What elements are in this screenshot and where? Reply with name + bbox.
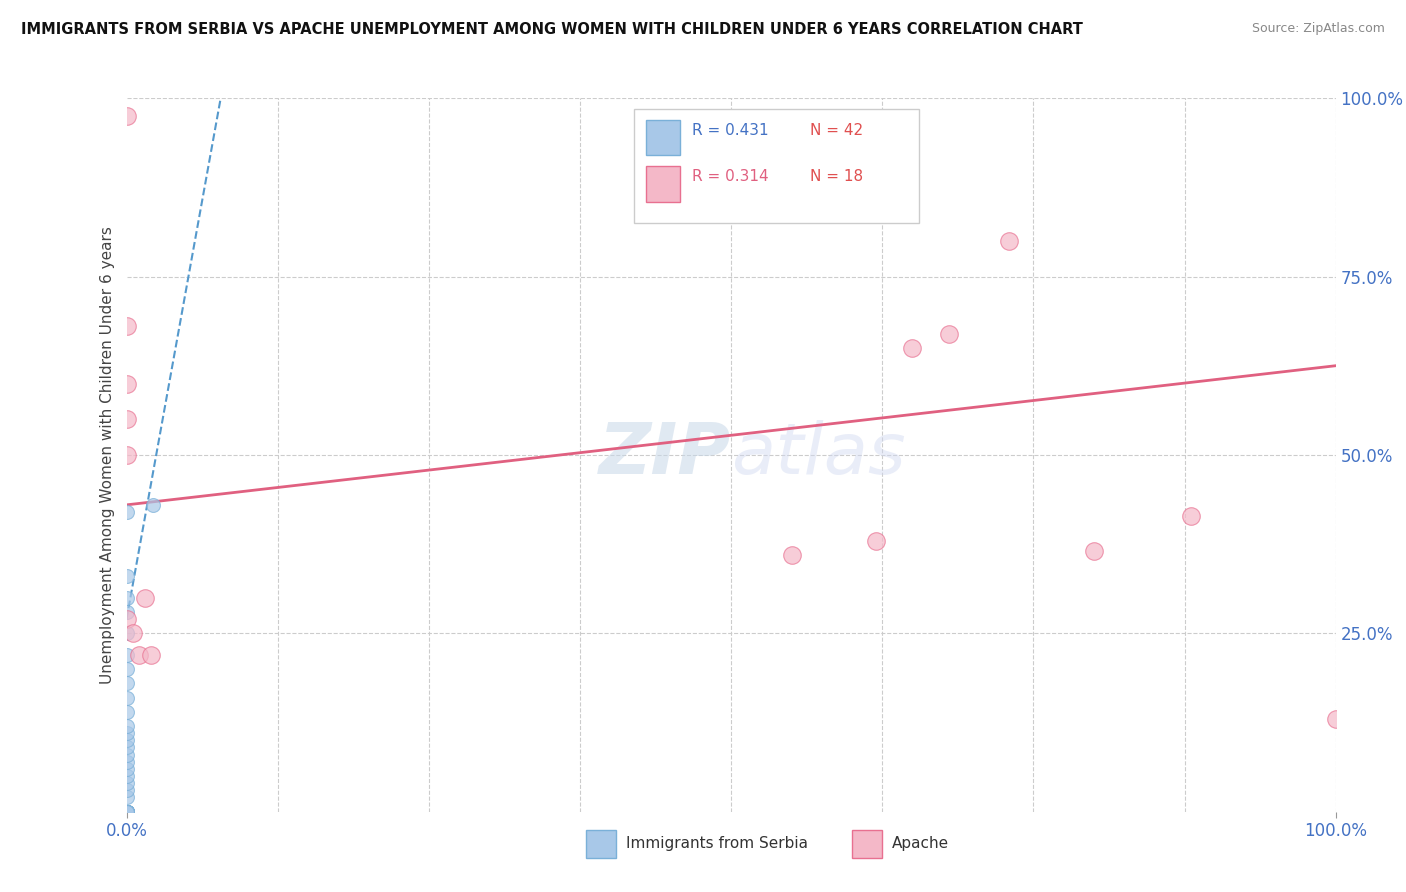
Point <box>115 626 138 640</box>
Point <box>128 648 150 662</box>
Point <box>134 591 156 605</box>
Text: Immigrants from Serbia: Immigrants from Serbia <box>626 837 808 851</box>
Point <box>115 790 138 805</box>
Text: IMMIGRANTS FROM SERBIA VS APACHE UNEMPLOYMENT AMONG WOMEN WITH CHILDREN UNDER 6 : IMMIGRANTS FROM SERBIA VS APACHE UNEMPLO… <box>21 22 1083 37</box>
Point <box>998 234 1021 248</box>
Point <box>115 805 138 819</box>
Point <box>115 805 138 819</box>
Point <box>115 662 138 676</box>
Point <box>115 705 138 719</box>
Bar <box>647 120 681 155</box>
Point <box>115 448 138 462</box>
Point <box>115 776 138 790</box>
Text: atlas: atlas <box>731 420 905 490</box>
Point <box>115 740 138 755</box>
FancyBboxPatch shape <box>634 109 918 223</box>
Point <box>115 805 138 819</box>
Point <box>115 805 138 819</box>
Y-axis label: Unemployment Among Women with Children Under 6 years: Unemployment Among Women with Children U… <box>100 226 115 684</box>
Text: ZIP: ZIP <box>599 420 731 490</box>
Point <box>115 805 138 819</box>
Point <box>115 805 138 819</box>
Point <box>115 412 138 426</box>
Point <box>115 376 138 391</box>
Point <box>115 109 138 123</box>
Point <box>115 648 138 662</box>
Point <box>115 805 138 819</box>
Point <box>1180 508 1202 523</box>
Point <box>115 612 138 626</box>
Point <box>1083 544 1105 558</box>
Point <box>115 805 138 819</box>
Point <box>115 805 138 819</box>
Text: N = 42: N = 42 <box>810 123 863 137</box>
Point <box>115 719 138 733</box>
Point <box>115 805 138 819</box>
Text: Source: ZipAtlas.com: Source: ZipAtlas.com <box>1251 22 1385 36</box>
Point <box>115 569 138 583</box>
Point <box>115 805 138 819</box>
Point <box>115 505 138 519</box>
Point <box>115 805 138 819</box>
Point <box>115 805 138 819</box>
Point <box>115 319 138 334</box>
Point <box>938 326 960 341</box>
Point <box>115 805 138 819</box>
Point <box>115 676 138 690</box>
Point <box>115 805 138 819</box>
Point <box>115 769 138 783</box>
Bar <box>852 830 883 858</box>
Point <box>115 783 138 797</box>
Point <box>115 805 138 819</box>
Point <box>142 498 165 512</box>
Point <box>901 341 924 355</box>
Point <box>115 690 138 705</box>
Point <box>115 805 138 819</box>
Point <box>115 591 138 605</box>
Point <box>115 747 138 762</box>
Point <box>115 755 138 769</box>
Point <box>115 733 138 747</box>
Point <box>121 626 143 640</box>
Point <box>115 762 138 776</box>
Point <box>115 805 138 819</box>
Point <box>139 648 162 662</box>
Point <box>115 726 138 740</box>
Text: R = 0.431: R = 0.431 <box>692 123 769 137</box>
Text: R = 0.314: R = 0.314 <box>692 169 769 184</box>
Point <box>115 805 138 819</box>
Point <box>865 533 887 548</box>
Text: Apache: Apache <box>891 837 949 851</box>
Bar <box>586 830 616 858</box>
Point <box>1324 712 1347 726</box>
Bar <box>647 166 681 202</box>
Point <box>780 548 803 562</box>
Point <box>115 605 138 619</box>
Point <box>115 805 138 819</box>
Text: N = 18: N = 18 <box>810 169 863 184</box>
